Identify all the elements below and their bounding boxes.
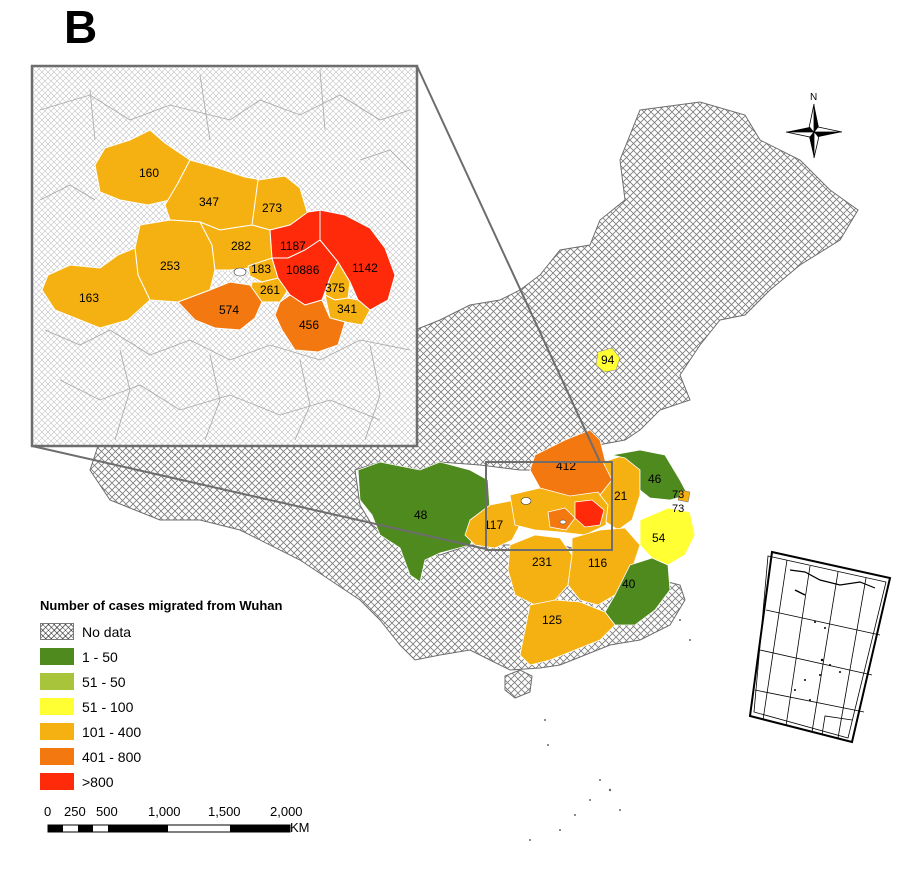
province-shanghai <box>677 489 691 503</box>
label-beijing: 94 <box>601 353 615 367</box>
legend-swatch <box>40 698 74 715</box>
label-hunan: 231 <box>532 555 552 569</box>
label-anhui: 21 <box>614 489 628 503</box>
north-arrow-icon: N <box>785 92 843 159</box>
province-chongqing <box>464 499 526 549</box>
province-labels: 94 412 46 73 73 21 48 117 54 231 116 40 … <box>414 353 684 627</box>
scale-bar <box>47 824 291 833</box>
scale-tick-label: 1,500 <box>208 804 241 819</box>
province-hubei-east <box>547 507 576 531</box>
inset-label-1187: 1187 <box>280 239 306 253</box>
inset-label-183: 183 <box>251 262 271 276</box>
label-zhejiang: 54 <box>652 531 666 545</box>
label-guangdong: 125 <box>542 613 562 627</box>
south-china-sea-inset <box>748 550 892 744</box>
legend-swatch <box>40 723 74 740</box>
legend-label: No data <box>82 623 132 640</box>
legend-item: 401 - 800 <box>40 744 282 769</box>
legend-swatch <box>40 673 74 690</box>
legend-swatch <box>40 623 74 640</box>
focus-rectangle <box>485 461 613 551</box>
panel-label: B <box>64 1 98 53</box>
province-sichuan <box>357 461 491 583</box>
legend-label: 401 - 800 <box>82 748 142 765</box>
legend-swatch <box>40 748 74 765</box>
legend-label: 51 - 100 <box>82 698 134 715</box>
legend: Number of cases migrated from Wuhan No d… <box>40 598 282 794</box>
legend-item: 1 - 50 <box>40 644 282 669</box>
scale-bar-labels: 0 250 500 1,000 1,500 2,000 <box>42 804 332 822</box>
inset-label-282: 282 <box>231 239 251 253</box>
legend-swatch <box>40 773 74 790</box>
scale-unit: KM <box>290 820 310 835</box>
inset-label-341: 341 <box>337 302 357 316</box>
inset-region-456 <box>274 294 346 353</box>
province-guangdong <box>519 599 616 666</box>
legend-label: 101 - 400 <box>82 723 142 740</box>
scale-tick-label: 0 <box>44 804 52 819</box>
legend-item: 51 - 100 <box>40 694 282 719</box>
scale-tick-label: 500 <box>96 804 118 819</box>
legend-item: No data <box>40 619 282 644</box>
label-fujian: 40 <box>622 577 636 591</box>
legend-title: Number of cases migrated from Wuhan <box>40 598 283 613</box>
inset-label-160: 160 <box>139 166 159 180</box>
inset-region-163 <box>41 247 151 329</box>
province-fujian <box>604 557 671 626</box>
legend-label: 51 - 50 <box>82 673 126 690</box>
province-beijing <box>595 347 621 373</box>
inset-label-273: 273 <box>262 201 282 215</box>
zoom-connectors <box>31 65 613 551</box>
inset-label-347: 347 <box>199 195 219 209</box>
province-regions <box>357 347 696 666</box>
inset-label-456: 456 <box>299 318 319 332</box>
inset-label-261: 261 <box>260 283 280 297</box>
inset-label-10886: 10886 <box>286 263 320 277</box>
legend-label: 1 - 50 <box>82 648 118 665</box>
inset-label-1142: 1142 <box>352 261 378 275</box>
inset-region-574 <box>177 281 263 331</box>
inset-label-375: 375 <box>325 281 345 295</box>
legend-item: 51 - 50 <box>40 669 282 694</box>
label-sichuan: 48 <box>414 508 428 522</box>
inset-hubei-map: 160 347 273 282 1187 1142 253 183 10886 … <box>30 64 419 448</box>
label-shanghai-2: 73 <box>672 503 684 515</box>
inset-label-574: 574 <box>219 303 239 317</box>
label-jiangxi: 116 <box>588 556 607 570</box>
province-zhejiang <box>639 507 696 566</box>
north-label: N <box>810 92 817 103</box>
scale-tick-label: 2,000 <box>270 804 303 819</box>
label-shanghai: 73 <box>672 489 684 501</box>
label-jiangsu: 46 <box>648 472 662 486</box>
scale-tick-label: 1,000 <box>148 804 181 819</box>
inset-label-163: 163 <box>79 291 99 305</box>
province-jiangsu <box>611 449 689 501</box>
legend-item: 101 - 400 <box>40 719 282 744</box>
reservoir-marker <box>520 497 532 505</box>
legend-swatch <box>40 648 74 665</box>
legend-item: >800 <box>40 769 282 794</box>
south-sea-islands <box>529 619 691 841</box>
scale-tick-label: 250 <box>64 804 86 819</box>
label-chongqing: 117 <box>484 518 503 532</box>
legend-label: >800 <box>82 773 114 790</box>
inset-label-253: 253 <box>160 259 180 273</box>
province-hunan <box>507 534 573 606</box>
